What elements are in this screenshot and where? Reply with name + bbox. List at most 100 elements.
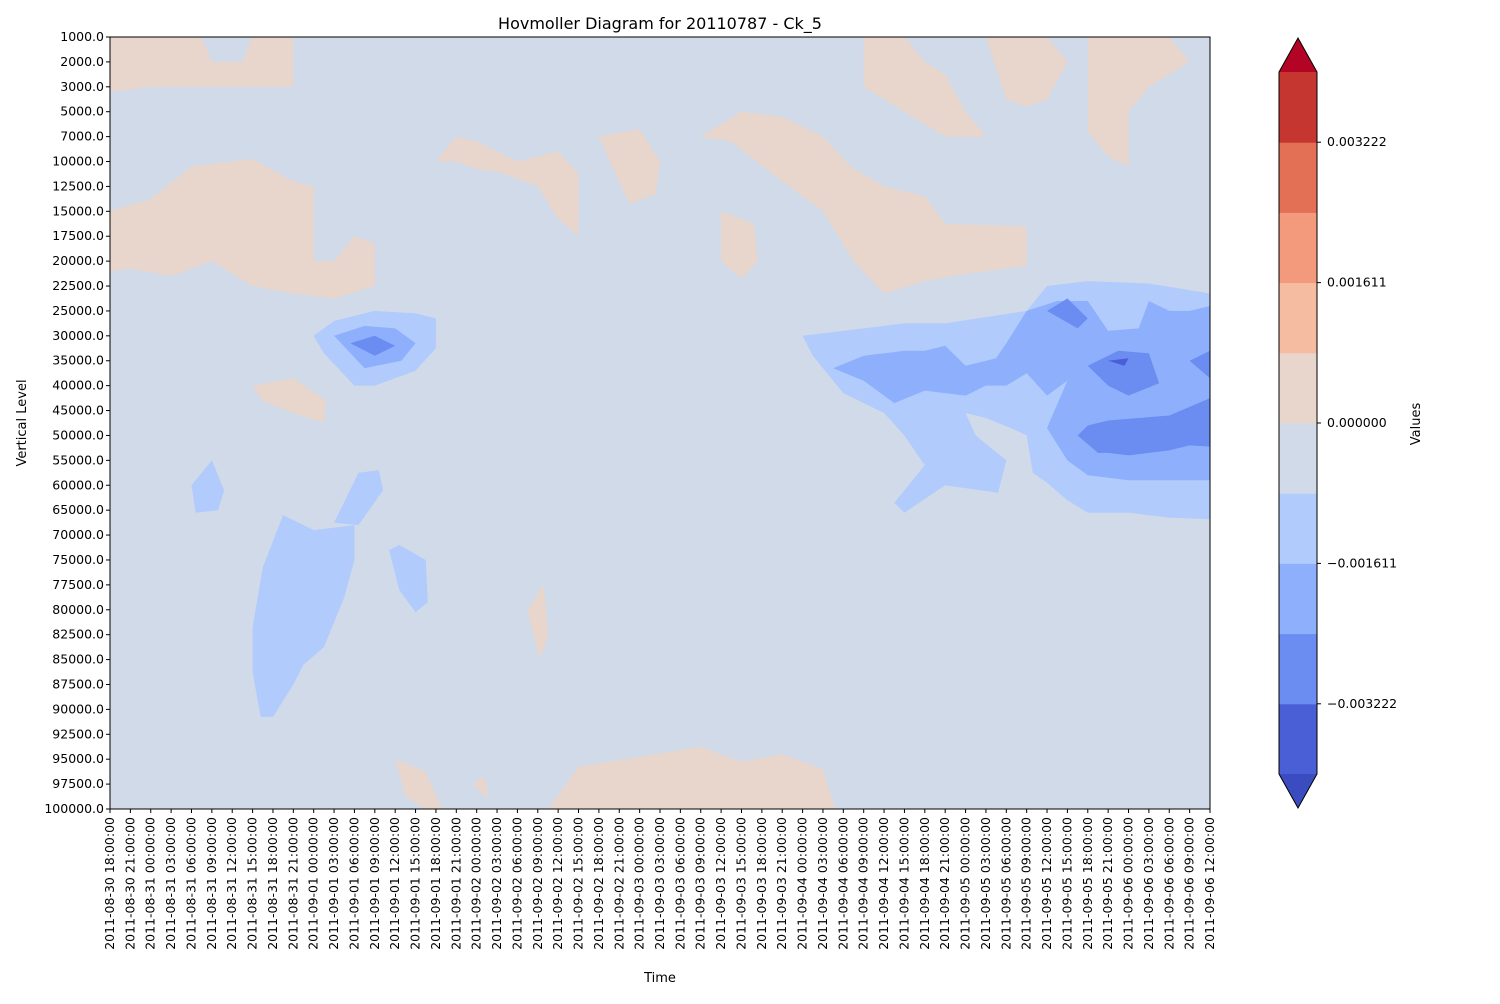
contour-region (527, 584, 548, 660)
x-tick-label: 2011-08-31 21:00:00 (285, 817, 300, 950)
x-tick-label: 2011-09-05 03:00:00 (978, 817, 993, 950)
colorbar-segment (1279, 282, 1317, 354)
x-tick-label: 2011-09-01 03:00:00 (326, 817, 341, 950)
contour-region (110, 37, 294, 92)
y-axis-ticks: 1000.0 2000.0 3000.0 5000.0 7000.0 10000.0 125… (44, 29, 110, 816)
colorbar-tick-label: 0.001611 (1327, 275, 1387, 290)
y-tick-label: 77500.0 (52, 577, 104, 592)
colorbar-under-triangle (1279, 774, 1317, 808)
x-tick-label: 2011-09-05 00:00:00 (958, 817, 973, 950)
y-tick-label: 25000.0 (52, 303, 104, 318)
x-tick-label: 2011-08-31 12:00:00 (224, 817, 239, 950)
y-tick-label: 12500.0 (52, 178, 104, 193)
x-tick-label: 2011-09-04 18:00:00 (917, 817, 932, 950)
colorbar-segment (1279, 72, 1317, 143)
x-tick-label: 2011-09-06 06:00:00 (1161, 817, 1176, 950)
colorbar-segment (1279, 633, 1317, 705)
y-tick-label: 30000.0 (52, 328, 104, 343)
x-tick-label: 2011-09-06 09:00:00 (1182, 817, 1197, 950)
x-axis-label: Time (643, 971, 676, 986)
y-tick-label: 97500.0 (52, 776, 104, 791)
y-tick-label: 2000.0 (60, 54, 104, 69)
plot-area (110, 37, 1230, 809)
colorbar-segment (1279, 142, 1317, 213)
contour-region (110, 159, 375, 299)
y-tick-label: 85000.0 (52, 652, 104, 667)
contour-region (252, 378, 326, 423)
x-tick-label: 2011-09-04 15:00:00 (896, 817, 911, 950)
contour-region (1189, 350, 1210, 379)
x-tick-label: 2011-09-02 00:00:00 (469, 817, 484, 950)
x-tick-label: 2011-09-05 15:00:00 (1059, 817, 1074, 950)
x-tick-label: 2011-09-04 21:00:00 (937, 817, 952, 950)
y-tick-label: 35000.0 (52, 353, 104, 368)
contour-region (1077, 398, 1210, 456)
contour-region (1108, 358, 1129, 366)
contour-region (1220, 353, 1230, 375)
y-tick-label: 22500.0 (52, 278, 104, 293)
contour-region (389, 545, 428, 613)
y-tick-label: 45000.0 (52, 403, 104, 418)
x-tick-label: 2011-09-04 09:00:00 (856, 817, 871, 950)
x-tick-label: 2011-08-31 18:00:00 (265, 817, 280, 950)
x-tick-label: 2011-09-01 21:00:00 (448, 817, 463, 950)
contour-region (191, 460, 225, 513)
contour-region (548, 746, 836, 809)
y-tick-label: 90000.0 (52, 701, 104, 716)
y-tick-label: 82500.0 (52, 627, 104, 642)
x-tick-label: 2011-08-30 18:00:00 (102, 817, 117, 950)
x-tick-label: 2011-09-03 03:00:00 (652, 817, 667, 950)
colorbar-segment (1279, 423, 1317, 494)
x-tick-label: 2011-09-06 03:00:00 (1141, 817, 1156, 950)
colorbar-segment (1279, 563, 1317, 635)
contour-region (863, 37, 986, 137)
x-tick-label: 2011-08-31 06:00:00 (183, 817, 198, 950)
x-tick-label: 2011-09-01 00:00:00 (306, 817, 321, 950)
colorbar-label: Values (1409, 403, 1424, 446)
x-tick-label: 2011-08-30 21:00:00 (122, 817, 137, 950)
contour-fills (110, 37, 1230, 809)
contour-region (472, 776, 489, 799)
x-tick-label: 2011-09-02 12:00:00 (550, 817, 565, 950)
y-tick-label: 10000.0 (52, 154, 104, 169)
x-tick-label: 2011-09-06 12:00:00 (1202, 817, 1217, 950)
contour-region (1087, 350, 1160, 396)
x-tick-label: 2011-09-01 09:00:00 (367, 817, 382, 950)
x-tick-label: 2011-09-02 06:00:00 (509, 817, 524, 950)
x-tick-label: 2011-09-03 18:00:00 (754, 817, 769, 950)
x-tick-label: 2011-09-03 15:00:00 (733, 817, 748, 950)
x-tick-label: 2011-09-04 06:00:00 (835, 817, 850, 950)
y-tick-label: 95000.0 (52, 751, 104, 766)
y-tick-label: 20000.0 (52, 253, 104, 268)
x-tick-label: 2011-09-03 06:00:00 (672, 817, 687, 950)
colorbar-segment (1279, 703, 1317, 775)
x-tick-label: 2011-09-02 21:00:00 (611, 817, 626, 950)
y-tick-label: 92500.0 (52, 726, 104, 741)
x-tick-label: 2011-09-02 09:00:00 (530, 817, 545, 950)
y-tick-label: 65000.0 (52, 502, 104, 517)
y-tick-label: 80000.0 (52, 602, 104, 617)
colorbar-tick-label: 0.000000 (1327, 415, 1387, 430)
x-tick-label: 2011-09-03 09:00:00 (693, 817, 708, 950)
contour-region (252, 515, 355, 717)
x-tick-label: 2011-09-05 18:00:00 (1080, 817, 1095, 950)
x-tick-label: 2011-09-01 06:00:00 (346, 817, 361, 950)
contour-region (334, 470, 383, 526)
x-tick-label: 2011-09-06 00:00:00 (1121, 817, 1136, 950)
x-axis-ticks: 2011-08-30 18:00:00 2011-08-30 21:00:00 20… (102, 809, 1217, 950)
x-tick-label: 2011-09-05 06:00:00 (998, 817, 1013, 950)
x-tick-label: 2011-08-31 03:00:00 (163, 817, 178, 950)
x-tick-label: 2011-09-02 03:00:00 (489, 817, 504, 950)
x-tick-label: 2011-09-04 03:00:00 (815, 817, 830, 950)
y-tick-label: 70000.0 (52, 527, 104, 542)
colorbar-segment (1279, 493, 1317, 564)
chart-title: Hovmoller Diagram for 20110787 - Ck_5 (498, 14, 822, 34)
colorbar-segment (1279, 212, 1317, 284)
contour-region (721, 211, 758, 279)
y-tick-label: 15000.0 (52, 203, 104, 218)
x-tick-label: 2011-09-05 12:00:00 (1039, 817, 1054, 950)
contour-region (435, 136, 579, 237)
x-tick-label: 2011-09-01 12:00:00 (387, 817, 402, 950)
contour-region (598, 129, 660, 204)
